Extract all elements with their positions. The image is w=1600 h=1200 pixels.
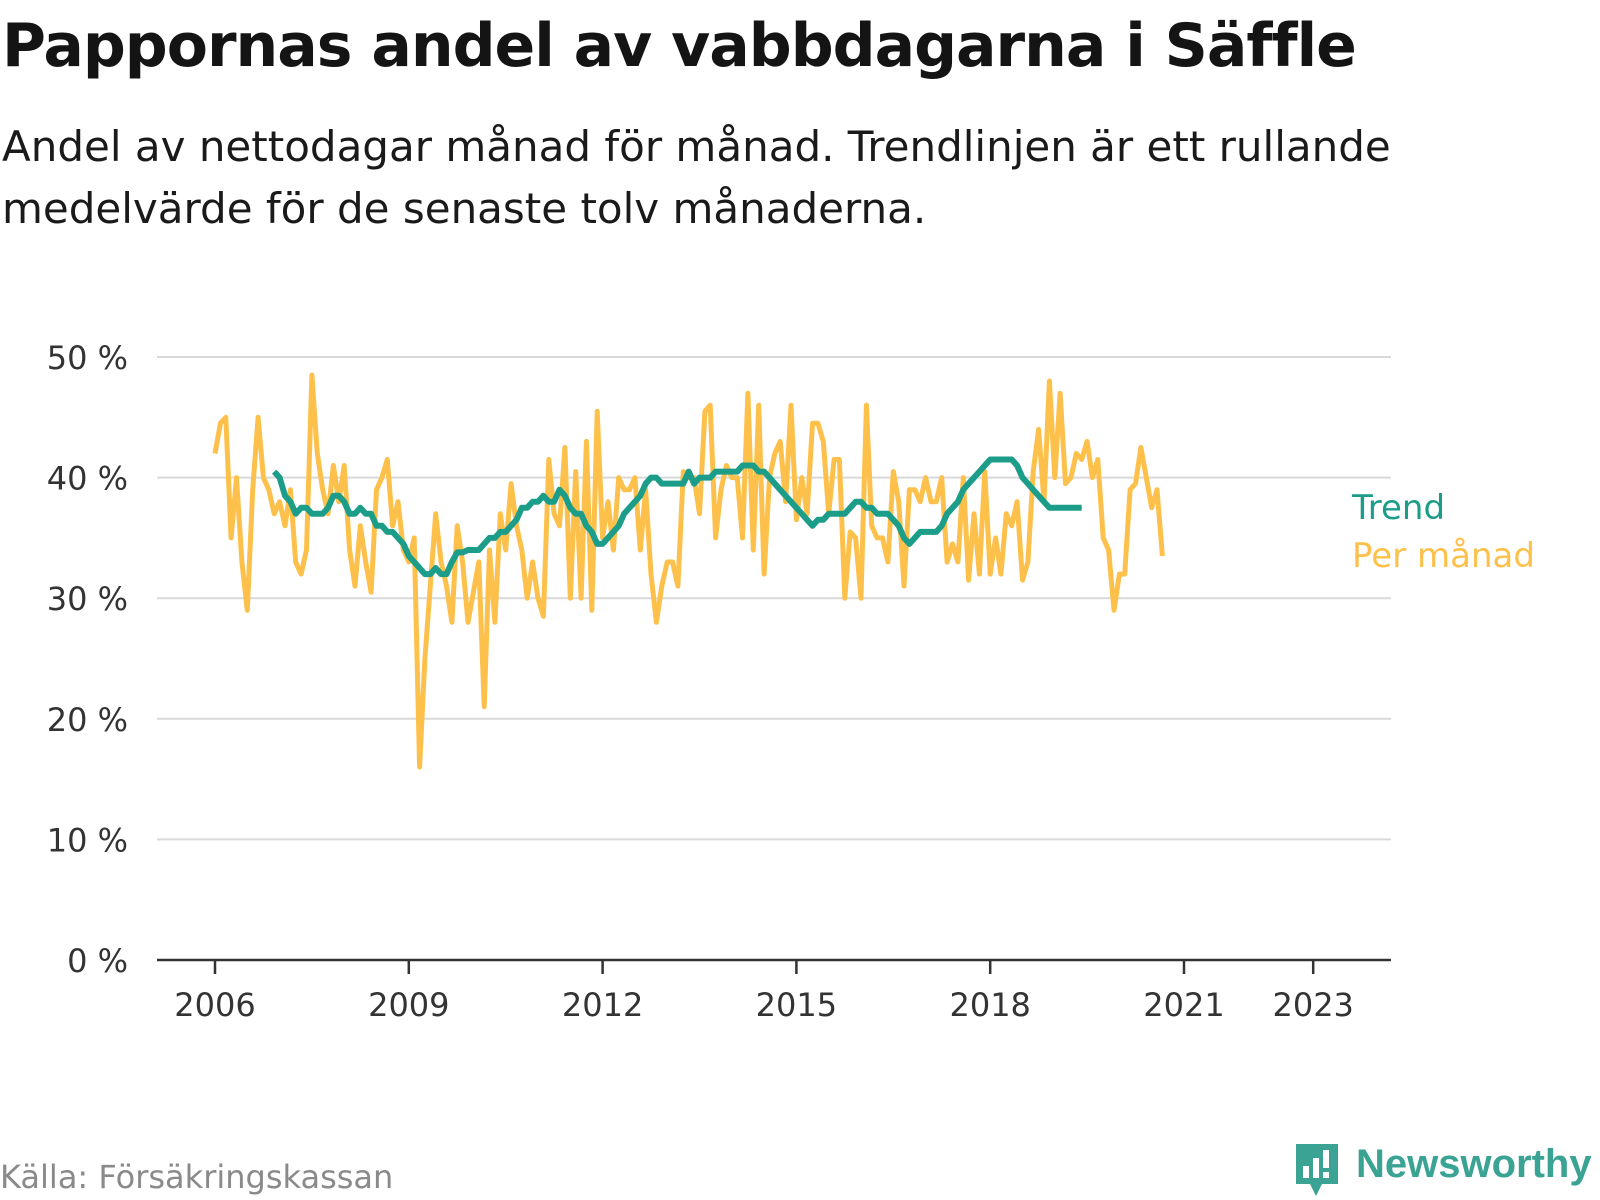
x-tick-label: 2023: [1272, 986, 1353, 1024]
x-tick-label: 2006: [174, 986, 255, 1024]
x-tick-label: 2021: [1143, 986, 1224, 1024]
y-tick-label: 10 %: [47, 821, 128, 859]
x-tick-label: 2009: [368, 986, 449, 1024]
x-tick-label: 2015: [756, 986, 837, 1024]
y-tick-label: 40 %: [47, 460, 128, 498]
monthly-series-line: [212, 372, 1165, 770]
source-note: Källa: Försäkringskassan: [0, 1158, 394, 1196]
brand-name: Newsworthy: [1356, 1142, 1592, 1186]
newsworthy-logo-icon: [1296, 1144, 1338, 1196]
trend-series-label: Trend: [1351, 488, 1445, 528]
brand-logo: Newsworthy: [1292, 1140, 1592, 1200]
x-tick-label: 2018: [949, 986, 1030, 1024]
monthly-series-label: Per månad: [1352, 536, 1535, 576]
y-tick-label: 0 %: [67, 942, 128, 980]
y-tick-label: 50 %: [47, 339, 128, 377]
x-tick-label: 2012: [562, 986, 643, 1024]
y-tick-label: 20 %: [47, 701, 128, 739]
trend-series-line: [271, 456, 1082, 578]
chart-title: Pappornas andel av vabbdagarna i Säffle: [2, 11, 1357, 81]
y-tick-label: 30 %: [47, 580, 128, 618]
chart-subtitle: Andel av nettodagar månad för månad. Tre…: [2, 122, 1391, 233]
